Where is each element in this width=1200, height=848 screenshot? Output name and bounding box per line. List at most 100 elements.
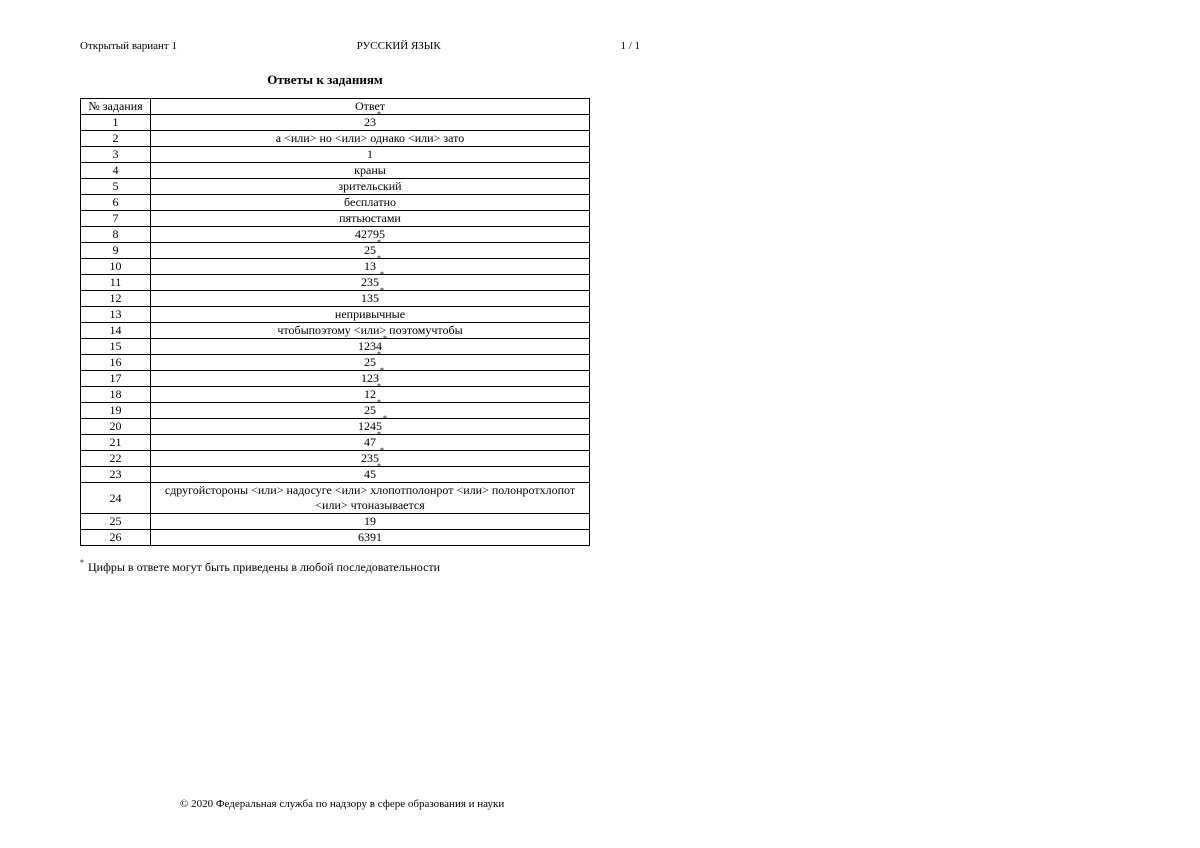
cell-number: 24 [81,483,151,514]
answer-text: бесплатно [344,195,396,210]
cell-number: 15 [81,339,151,355]
table-row: 31 [81,147,590,163]
table-row: 21 47* [81,435,590,451]
cell-number: 10 [81,259,151,275]
asterisk-icon: * [380,367,384,375]
table-row: 842795 [81,227,590,243]
table-row: 17123* [81,371,590,387]
asterisk-icon: * [377,239,381,247]
cell-number: 18 [81,387,151,403]
cell-answer: а <или> но <или> однако <или> зато [151,131,590,147]
table-row: 266391 [81,530,590,546]
cell-answer: 235* [151,275,590,291]
answers-table: № задания Ответ 123*2а <или> но <или> од… [80,98,590,546]
asterisk-icon: * [377,399,381,407]
answer-text: краны [354,163,386,178]
cell-answer: 1234* [151,339,590,355]
cell-number: 26 [81,530,151,546]
asterisk-icon: * [380,287,384,295]
table-row: 14 чтобыпоэтому <или> поэтомучтобы [81,323,590,339]
cell-number: 5 [81,179,151,195]
asterisk-icon: * [377,383,381,391]
cell-number: 19 [81,403,151,419]
cell-number: 17 [81,371,151,387]
table-row: 6 бесплатно [81,195,590,211]
answer-text: 25* [364,403,376,418]
cell-answer: 6391 [151,530,590,546]
cell-number: 9 [81,243,151,259]
cell-answer: 235* [151,451,590,467]
cell-number: 1 [81,115,151,131]
table-row: 12135* [81,291,590,307]
asterisk-icon: * [377,111,381,119]
table-row: 13непривычные [81,307,590,323]
cell-number: 20 [81,419,151,435]
cell-number: 4 [81,163,151,179]
cell-answer: чтобыпоэтому <или> поэтомучтобы [151,323,590,339]
cell-number: 8 [81,227,151,243]
cell-number: 13 [81,307,151,323]
table-row: 11235* [81,275,590,291]
asterisk-icon: * [377,431,381,439]
table-row: 4 краны [81,163,590,179]
answer-text: зрительский [338,179,401,194]
cell-number: 21 [81,435,151,451]
cell-answer: пятьюстами [151,211,590,227]
table-header-row: № задания Ответ [81,99,590,115]
answer-text: 235* [361,275,379,290]
cell-answer: 47* [151,435,590,451]
cell-answer: зрительский [151,179,590,195]
table-row: 9 25* [81,243,590,259]
cell-answer: 25* [151,355,590,371]
col-header-answer: Ответ [151,99,590,115]
table-row: 151234* [81,339,590,355]
cell-answer: 19 [151,514,590,530]
table-row: 5 зрительский [81,179,590,195]
cell-number: 16 [81,355,151,371]
cell-answer: непривычные [151,307,590,323]
cell-answer: 23* [151,115,590,131]
asterisk-icon: * [377,255,381,263]
cell-number: 14 [81,323,151,339]
asterisk-icon: * [377,463,381,471]
answer-text: 135* [361,291,379,306]
cell-answer: 135* [151,291,590,307]
footnote: * Цифры в ответе могут быть приведены в … [80,560,1130,575]
cell-answer: 45* [151,467,590,483]
answer-text: 45* [364,467,376,482]
header-right: 1 / 1 [620,40,640,52]
table-row: 1625* [81,355,590,371]
answer-text: 47* [364,435,376,450]
cell-answer: 13* [151,259,590,275]
table-row: 123* [81,115,590,131]
answer-text: 25* [364,243,376,258]
cell-answer: бесплатно [151,195,590,211]
cell-number: 23 [81,467,151,483]
cell-answer: 25* [151,403,590,419]
header-center: РУССКИЙ ЯЗЫК [357,40,441,52]
table-row: 10 13* [81,259,590,275]
answer-text: чтобыпоэтому <или> поэтомучтобы [277,323,462,338]
answer-text: сдругойстороны <или> надосуге <или> хлоп… [157,483,583,513]
cell-number: 6 [81,195,151,211]
asterisk-icon: * [380,447,384,455]
cell-answer: сдругойстороны <или> надосуге <или> хлоп… [151,483,590,514]
footnote-star-icon: * [80,558,84,567]
table-row: 201245* [81,419,590,435]
asterisk-icon: * [380,271,384,279]
footnote-text: Цифры в ответе могут быть приведены в лю… [88,560,440,574]
table-row: 19 25* [81,403,590,419]
cell-answer: 12* [151,387,590,403]
asterisk-icon: * [383,415,387,423]
section-title: Ответы к заданиям [70,72,580,88]
asterisk-icon: * [383,335,387,343]
cell-number: 7 [81,211,151,227]
answer-text: пятьюстами [339,211,401,226]
table-row: 24сдругойстороны <или> надосуге <или> хл… [81,483,590,514]
page-header: Открытый вариант 1 РУССКИЙ ЯЗЫК 1 / 1 [80,40,640,52]
table-row: 2а <или> но <или> однако <или> зато [81,131,590,147]
answer-text: 13* [364,259,376,274]
cell-number: 2 [81,131,151,147]
table-row: 7 пятьюстами [81,211,590,227]
copyright: © 2020 Федеральная служба по надзору в с… [0,798,1200,810]
